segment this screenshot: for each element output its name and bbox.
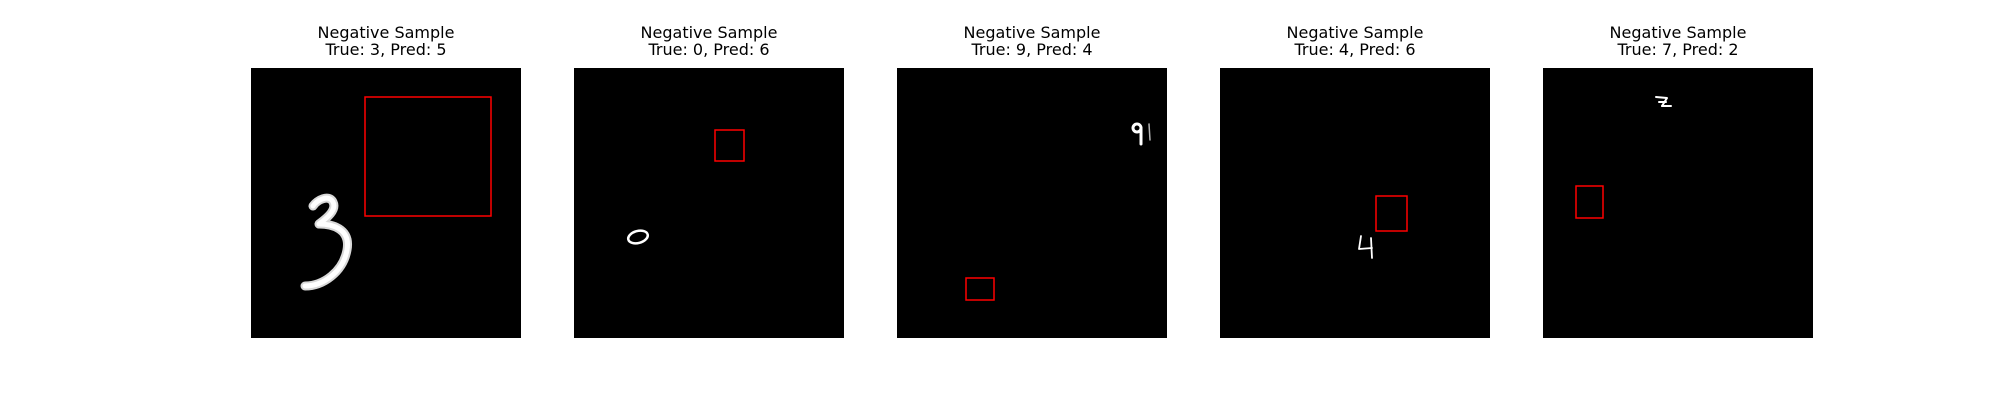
panel-title: Negative Sample True: 4, Pred: 6: [1220, 24, 1490, 66]
panel-subtitle-line: True: 7, Pred: 2: [1617, 40, 1739, 59]
predicted-bounding-box: [1375, 195, 1408, 232]
panel-title: Negative Sample True: 0, Pred: 6: [574, 24, 844, 66]
sample-image: [1220, 68, 1490, 338]
panel-subtitle-line: True: 4, Pred: 6: [1294, 40, 1416, 59]
sample-image-canvas: [1220, 68, 1490, 338]
panel-title: Negative Sample True: 9, Pred: 4: [897, 24, 1167, 66]
handwritten-digit: [1131, 122, 1151, 146]
image-background: [574, 68, 844, 338]
sample-image: [1543, 68, 1813, 338]
panel-title-line: Negative Sample: [1286, 23, 1424, 42]
sample-panel-5: Negative Sample True: 7, Pred: 2: [1543, 24, 1813, 338]
panel-subtitle-line: True: 9, Pred: 4: [971, 40, 1093, 59]
sample-image-canvas: [1543, 68, 1813, 338]
image-background: [1220, 68, 1490, 338]
panel-subtitle-line: True: 0, Pred: 6: [648, 40, 770, 59]
panel-title-line: Negative Sample: [963, 23, 1101, 42]
sample-image: [574, 68, 844, 338]
image-background: [1543, 68, 1813, 338]
panel-title-line: Negative Sample: [1609, 23, 1747, 42]
image-background: [897, 68, 1167, 338]
panel-title: Negative Sample True: 3, Pred: 5: [251, 24, 521, 66]
handwritten-digit: [626, 229, 650, 245]
panel-subtitle-line: True: 3, Pred: 5: [325, 40, 447, 59]
predicted-bounding-box: [965, 277, 995, 301]
panel-title-line: Negative Sample: [640, 23, 778, 42]
predicted-bounding-box: [1575, 185, 1604, 219]
image-background: [251, 68, 521, 338]
handwritten-digit: [1655, 96, 1672, 107]
predicted-bounding-box: [714, 129, 745, 162]
sample-panel-1: Negative Sample True: 3, Pred: 5: [251, 24, 521, 338]
predicted-bounding-box: [364, 96, 492, 217]
handwritten-digit: [1358, 235, 1373, 259]
handwritten-digit: [300, 193, 352, 291]
sample-image: [251, 68, 521, 338]
panel-title-line: Negative Sample: [317, 23, 455, 42]
sample-image-canvas: [251, 68, 521, 338]
sample-image-canvas: [574, 68, 844, 338]
sample-image-canvas: [897, 68, 1167, 338]
sample-panel-2: Negative Sample True: 0, Pred: 6: [574, 24, 844, 338]
sample-image: [897, 68, 1167, 338]
panel-title: Negative Sample True: 7, Pred: 2: [1543, 24, 1813, 66]
sample-panel-4: Negative Sample True: 4, Pred: 6: [1220, 24, 1490, 338]
sample-panel-3: Negative Sample True: 9, Pred: 4: [897, 24, 1167, 338]
